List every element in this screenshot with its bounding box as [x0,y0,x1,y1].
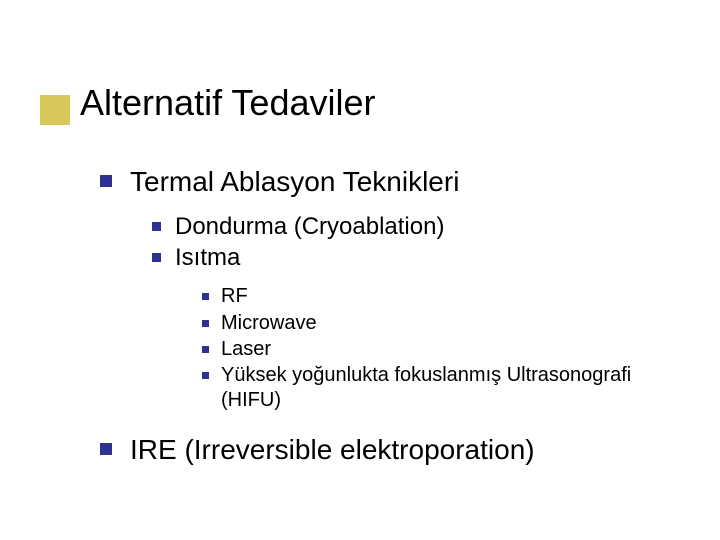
square-bullet-icon [100,175,112,187]
slide-title: Alternatif Tedaviler [80,82,376,124]
square-bullet-icon [202,346,209,353]
bullet-text: Isıtma [175,243,240,273]
slide: { "layout": { "width": 720, "height": 54… [0,0,720,540]
square-bullet-icon [202,320,209,327]
bullet-text: RF [221,284,248,309]
square-bullet-icon [100,443,112,455]
bullet-level2: Isıtma [152,243,240,273]
title-accent-box [40,95,70,125]
square-bullet-icon [202,372,209,379]
bullet-text: Dondurma (Cryoablation) [175,212,444,242]
bullet-text: Yüksek yoğunlukta fokuslanmış Ultrasonog… [221,363,672,413]
bullet-text: Microwave [221,311,317,336]
bullet-level3: RF [202,284,248,309]
bullet-level3: Laser [202,337,271,362]
square-bullet-icon [152,222,161,231]
bullet-level3: Microwave [202,311,317,336]
bullet-text: Laser [221,337,271,362]
square-bullet-icon [202,293,209,300]
square-bullet-icon [152,253,161,262]
bullet-text: Termal Ablasyon Teknikleri [130,164,459,199]
bullet-level1: IRE (Irreversible elektroporation) [100,432,535,467]
bullet-text: IRE (Irreversible elektroporation) [130,432,535,467]
bullet-level3: Yüksek yoğunlukta fokuslanmış Ultrasonog… [202,363,672,413]
bullet-level1: Termal Ablasyon Teknikleri [100,164,459,199]
bullet-level2: Dondurma (Cryoablation) [152,212,444,242]
